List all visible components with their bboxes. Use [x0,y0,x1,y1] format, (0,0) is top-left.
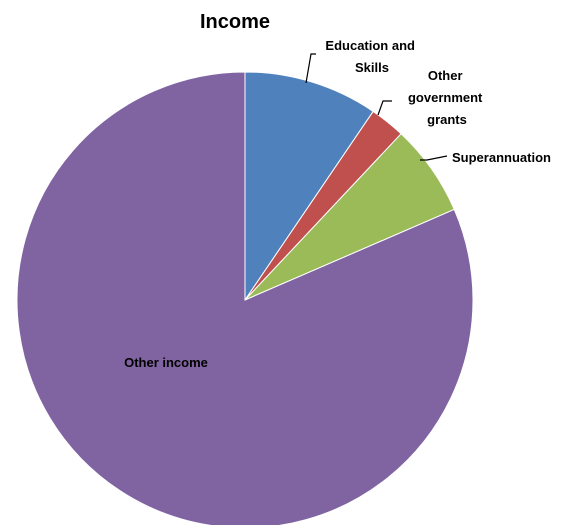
slice-label-other-government-grants: Other government grants [377,68,486,127]
slice-label-other-income: Other income [124,355,208,370]
chart-title: Income [200,11,270,33]
slice-label-superannuation: Superannuation [420,150,551,165]
leader-line-education [305,53,316,84]
slice-label-text-other-grants: Other government grants [408,68,486,127]
slice-label-text-superannuation: Superannuation [452,150,551,165]
slice-label-education-and-skills: Education and Skills [305,38,418,84]
leader-line-other-grants [377,100,392,116]
pie-slice-other-income [16,71,474,529]
pie-slices [16,71,474,529]
pie-slice-education-and-skills [244,71,374,302]
leader-line-superannuation [420,155,448,161]
slice-label-text-education: Education and Skills [325,38,418,75]
slice-label-text-other-income: Other income [124,355,208,370]
